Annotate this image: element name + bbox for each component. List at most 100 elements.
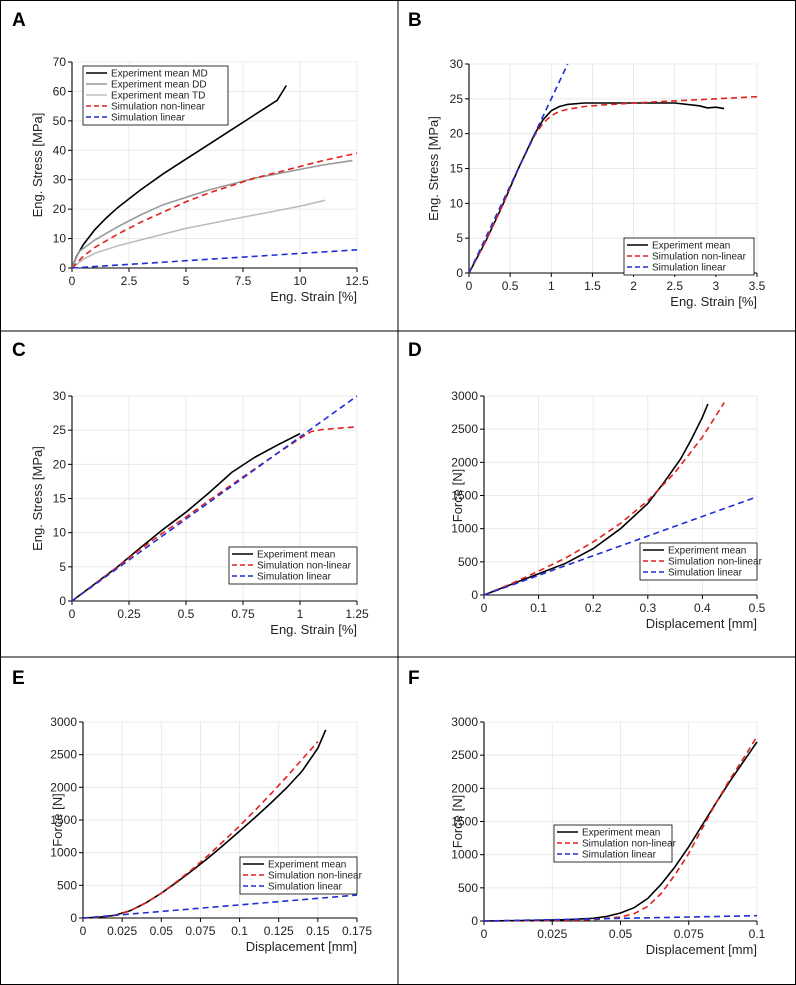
y-tick-label: 1500 [451, 815, 478, 829]
x-tick-label: 0.1 [231, 924, 248, 938]
x-axis-title: Displacement [mm] [646, 616, 757, 631]
x-tick-label: 7.5 [235, 274, 252, 288]
legend-label: Simulation linear [111, 113, 186, 124]
y-tick-label: 5 [456, 231, 463, 245]
y-tick-label: 0 [59, 594, 66, 608]
panel-letter: F [408, 668, 420, 689]
legend-label: Simulation linear [652, 263, 727, 274]
series-line-experiment-mean-td [72, 199, 326, 269]
legend-label: Experiment mean DD [111, 80, 207, 91]
legend-label: Simulation linear [257, 572, 332, 583]
y-axis-title: Force [N] [50, 793, 65, 846]
x-tick-label: 0.05 [150, 924, 174, 938]
x-tick-label: 0.1 [530, 601, 547, 615]
x-tick-label: 0.175 [342, 924, 372, 938]
y-tick-label: 10 [450, 196, 464, 210]
x-tick-label: 2.5 [666, 279, 683, 293]
legend-label: Simulation non-linear [268, 871, 363, 882]
x-tick-label: 1 [548, 279, 555, 293]
x-tick-label: 0.4 [694, 601, 711, 615]
y-axis-title: Eng. Stress [MPa] [30, 113, 45, 218]
series-line-simulation-linear [72, 249, 358, 269]
x-tick-label: 0.125 [264, 924, 294, 938]
panel-letter: E [12, 668, 25, 689]
panel-letter: C [12, 340, 26, 361]
y-axis-title: Force [N] [450, 795, 465, 848]
y-tick-label: 30 [450, 57, 464, 71]
x-tick-label: 0 [80, 924, 87, 938]
x-tick-label: 12.5 [345, 274, 369, 288]
x-tick-label: 1.25 [345, 607, 369, 621]
y-tick-label: 2000 [451, 781, 478, 795]
y-tick-label: 2000 [451, 455, 478, 469]
x-tick-label: 0.1 [749, 927, 766, 941]
panel-letter: D [408, 340, 422, 361]
y-tick-label: 0 [471, 914, 478, 928]
y-tick-label: 70 [53, 55, 67, 69]
x-tick-label: 5 [183, 274, 190, 288]
series-line-experiment-mean [72, 432, 301, 602]
y-tick-label: 25 [53, 423, 67, 437]
legend-label: Simulation non-linear [111, 102, 206, 113]
legend-label: Simulation non-linear [582, 839, 677, 850]
x-tick-label: 0 [481, 927, 488, 941]
legend-label: Experiment mean [257, 550, 335, 561]
y-tick-label: 60 [53, 84, 67, 98]
panel-f: F 0 0.025 0.05 0.075 0.1 0 500 1000 1500 2000 2500 3… [408, 668, 766, 957]
x-tick-label: 0.15 [306, 924, 330, 938]
x-tick-label: 3.5 [749, 279, 766, 293]
y-tick-label: 500 [458, 555, 478, 569]
y-tick-label: 2000 [50, 780, 77, 794]
y-tick-label: 500 [57, 878, 77, 892]
panel-a: A 0 2.5 5 7.5 10 12.5 0 10 20 30 40 50 60 70 Eng. Strai… [12, 10, 369, 304]
y-tick-label: 500 [458, 881, 478, 895]
x-tick-label: 1.5 [584, 279, 601, 293]
y-tick-label: 10 [53, 232, 67, 246]
y-tick-label: 3000 [451, 715, 478, 729]
x-tick-label: 2.5 [121, 274, 138, 288]
legend-label: Experiment mean [268, 860, 346, 871]
x-tick-label: 0.075 [674, 927, 704, 941]
x-axis-title: Eng. Strain [%] [270, 622, 357, 637]
series-line-simulation-linear [484, 914, 758, 922]
series-line-simulation-linear [484, 496, 758, 596]
x-tick-label: 1 [297, 607, 304, 621]
x-tick-label: 0.05 [609, 927, 633, 941]
panel-letter: A [12, 10, 26, 31]
legend-label: Simulation non-linear [257, 561, 352, 572]
x-tick-label: 0 [69, 607, 76, 621]
legend-label: Experiment mean [652, 241, 730, 252]
panel-d: D 0 0.1 0.2 0.3 0.4 0.5 0 500 1000 1500 2000 2500 300… [408, 340, 766, 631]
y-tick-label: 30 [53, 389, 67, 403]
x-tick-label: 0 [69, 274, 76, 288]
x-tick-label: 0 [466, 279, 473, 293]
y-tick-label: 0 [59, 261, 66, 275]
y-tick-label: 50 [53, 114, 67, 128]
x-tick-label: 0.75 [231, 607, 255, 621]
x-tick-label: 0.3 [639, 601, 656, 615]
series-line-experiment-mean [484, 403, 709, 596]
y-tick-label: 20 [53, 202, 67, 216]
y-tick-label: 15 [450, 162, 464, 176]
legend-label: Simulation non-linear [668, 557, 763, 568]
y-tick-label: 25 [450, 92, 464, 106]
y-tick-label: 2500 [451, 748, 478, 762]
x-tick-label: 0.025 [107, 924, 137, 938]
panel-b: B 0 0.5 1 1.5 2 2.5 3 3.5 0 5 10 15 20 25 30 Eng. Strain… [408, 10, 766, 309]
y-tick-label: 0 [471, 588, 478, 602]
legend-label: Experiment mean MD [111, 69, 208, 80]
y-axis-title: Eng. Stress [MPa] [30, 446, 45, 551]
panel-letter: B [408, 10, 422, 31]
series-line-simulation-non-linear [83, 741, 319, 919]
legend-label: Simulation non-linear [652, 252, 747, 263]
x-tick-label: 0.5 [749, 601, 766, 615]
legend-label: Experiment mean [668, 546, 746, 557]
panel-e: E 0 0.025 0.05 0.075 0.1 0.125 0.15 0.175 0 500 100… [12, 668, 372, 954]
